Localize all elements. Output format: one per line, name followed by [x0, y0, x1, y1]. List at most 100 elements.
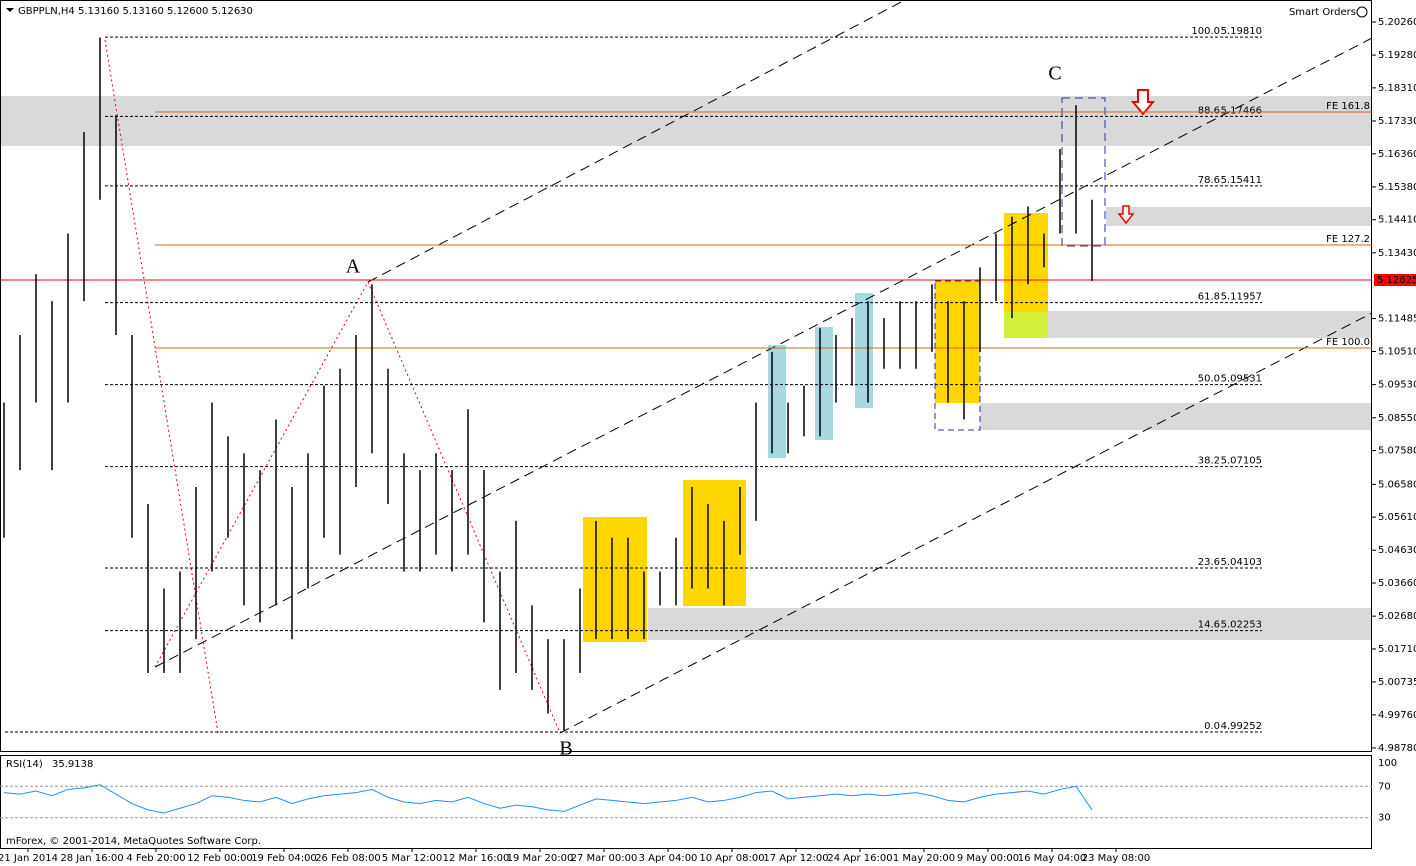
y-tick-label: 5.04630: [1378, 545, 1416, 556]
fib-price: 5.11957: [1221, 292, 1262, 303]
y-tick-label: 5.17330: [1378, 116, 1416, 127]
x-tick-label: 21 Jan 2014: [0, 853, 58, 864]
y-tick-label: 5.20260: [1378, 17, 1416, 28]
zigzag: [154, 280, 561, 734]
wave-label: A: [346, 256, 361, 278]
fe-label: FE 161.8: [1326, 101, 1370, 112]
y-tick-label: 5.10510: [1378, 347, 1416, 358]
zone: [0, 96, 1372, 146]
time-box: [683, 480, 746, 606]
x-tick-label: 17 Apr 12:00: [763, 853, 828, 864]
x-tick-label: 19 Feb 04:00: [251, 853, 317, 864]
y-tick-label: 5.13430: [1378, 248, 1416, 259]
y-tick-label: 5.06580: [1378, 479, 1416, 490]
y-tick-label: 5.02680: [1378, 611, 1416, 622]
zone: [1106, 207, 1372, 226]
x-tick-label: 23 May 08:00: [1082, 853, 1151, 864]
y-tick-label: 5.16360: [1378, 149, 1416, 160]
zone: [648, 608, 1372, 640]
y-tick-label: 5.14410: [1378, 215, 1416, 226]
y-tick-label: 5.00735: [1378, 677, 1416, 688]
x-tick-label: 19 Mar 20:00: [507, 853, 574, 864]
price-badge-label: 5.12625: [1377, 275, 1416, 286]
x-tick-label: 24 Apr 16:00: [827, 853, 892, 864]
fib-price: 5.15411: [1221, 175, 1262, 186]
y-tick-label: 5.05610: [1378, 512, 1416, 523]
y-tick-label: 4.98780: [1378, 743, 1416, 754]
y-tick-label: 5.18310: [1378, 83, 1416, 94]
y-tick-label: 5.01710: [1378, 644, 1416, 655]
zone: [1048, 311, 1372, 338]
fib-price: 5.07105: [1221, 456, 1262, 467]
fib-price: 5.17466: [1221, 105, 1262, 116]
channel-line: [154, 37, 1373, 668]
fib-ratio: 38.2: [1198, 456, 1220, 467]
x-tick-label: 10 Apr 08:00: [699, 853, 764, 864]
channel-line: [367, 0, 906, 283]
wave-label: B: [559, 738, 572, 760]
plot-frame: [0, 0, 1372, 752]
x-tick-label: 9 May 00:00: [957, 853, 1019, 864]
fib-price: 5.19810: [1221, 26, 1262, 37]
rsi-value: 35.9138: [52, 759, 93, 770]
fib-ratio: 50.0: [1198, 374, 1220, 385]
rsi-line: [3, 784, 1093, 814]
fib-price: 5.04103: [1221, 557, 1262, 568]
time-box: [935, 281, 980, 403]
y-tick-label: 5.15380: [1378, 182, 1416, 193]
chart-title: GBPPLN,H4 5.13160 5.13160 5.12600 5.1263…: [18, 6, 253, 17]
fib-ratio: 100.0: [1191, 26, 1220, 37]
y-tick-label: 5.11485: [1378, 314, 1416, 325]
rsi-tick-label: 70: [1378, 781, 1391, 792]
time-box: [1004, 312, 1048, 338]
time-box: [768, 345, 786, 458]
price-badge: [1374, 274, 1416, 287]
fib-ratio: 78.6: [1198, 175, 1220, 186]
menu-icon: [6, 8, 14, 12]
rsi-tick-label: 100: [1378, 758, 1397, 769]
x-tick-label: 28 Jan 16:00: [60, 853, 123, 864]
fib-price: 4.99252: [1221, 721, 1262, 732]
x-tick-label: 4 Feb 20:00: [126, 853, 185, 864]
fib-ratio: 23.6: [1198, 557, 1220, 568]
box-outline: [934, 280, 981, 431]
y-tick-label: 5.19280: [1378, 50, 1416, 61]
footer: mForex, © 2001-2014, MetaQuotes Software…: [6, 836, 261, 847]
time-box: [855, 293, 873, 408]
x-tick-label: 1 May 20:00: [893, 853, 955, 864]
x-tick-label: 5 Mar 12:00: [382, 853, 442, 864]
time-box: [1004, 213, 1048, 312]
wave-label: C: [1048, 63, 1061, 85]
arrow: [1117, 205, 1135, 225]
fe-label: FE 127.2: [1326, 234, 1370, 245]
arrow: [1130, 89, 1156, 116]
x-tick-label: 16 May 04:00: [1018, 853, 1087, 864]
x-tick-label: 12 Mar 16:00: [443, 853, 510, 864]
channel-line: [559, 312, 1373, 734]
y-tick-label: 5.08550: [1378, 413, 1416, 424]
fib-ratio: 0.0: [1204, 721, 1220, 732]
y-tick-label: 5.07580: [1378, 446, 1416, 457]
fib-ratio: 14.6: [1198, 620, 1220, 631]
time-box: [815, 327, 833, 440]
zone: [980, 403, 1372, 430]
x-tick-label: 27 Mar 00:00: [571, 853, 638, 864]
fib-ratio: 88.6: [1198, 105, 1220, 116]
rsi-frame: [0, 755, 1372, 849]
y-tick-label: 5.09530: [1378, 380, 1416, 391]
fib-ratio: 61.8: [1198, 292, 1220, 303]
fib-price: 5.09531: [1221, 374, 1262, 385]
x-tick-label: 3 Apr 04:00: [639, 853, 698, 864]
rsi-name: RSI(14): [6, 759, 43, 770]
x-tick-label: 26 Feb 08:00: [315, 853, 381, 864]
zigzag: [104, 39, 219, 734]
badge: Smart Orders: [1289, 7, 1356, 18]
x-tick-label: 12 Feb 00:00: [187, 853, 253, 864]
smiley: [1356, 6, 1368, 18]
rsi-tick-label: 30: [1378, 813, 1391, 824]
box-outline: [1061, 97, 1106, 247]
time-box: [583, 517, 647, 642]
y-tick-label: 4.99760: [1378, 710, 1416, 721]
y-tick-label: 5.03660: [1378, 578, 1416, 589]
